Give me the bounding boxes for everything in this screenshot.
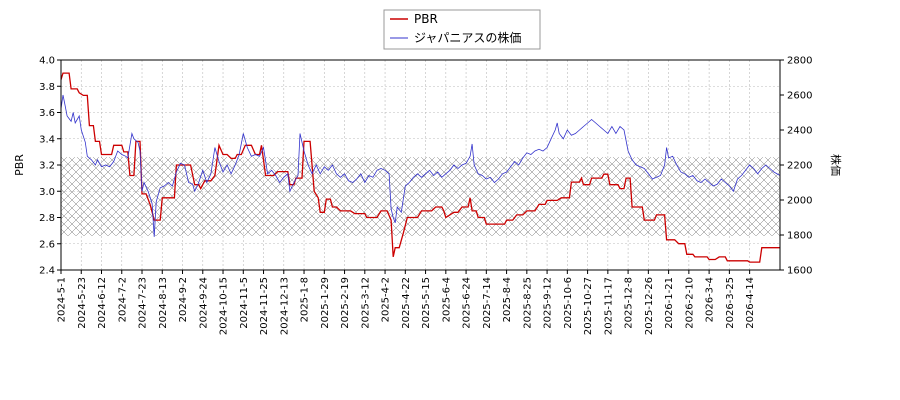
legend-label-stock-price: ジャパニアスの株価 [414,30,521,45]
x-tick-label: 2025-3-12 [360,277,371,329]
x-tick-label: 2025-10-6 [563,277,574,329]
right-tick-label: 1600 [787,266,812,277]
left-tick-label: 3.2 [39,161,55,172]
x-tick-label: 2024-9-2 [178,277,189,322]
x-tick-label: 2025-12-8 [624,277,635,329]
legend: PBR ジャパニアスの株価 [383,9,541,50]
left-tick-label: 2.4 [39,266,55,277]
left-tick-label: 3.0 [39,187,55,198]
right-tick-label: 1800 [787,231,812,242]
left-tick-label: 4.0 [39,56,55,67]
x-tick-label: 2024-5-1 [57,277,68,322]
left-tick-label: 3.4 [39,134,55,145]
x-tick-label: 2026-4-14 [745,277,756,329]
x-tick-label: 2024-12-13 [279,277,290,335]
valuation-band [61,157,780,236]
right-tick-label: 2400 [787,126,812,137]
y-axis-label-right: 株価 [829,154,843,176]
x-tick-label: 2024-7-23 [138,277,149,329]
left-axis-ticks: 2.4 2.6 2.8 3.0 3.2 3.4 3.6 3.8 4.0 [39,56,61,277]
y-axis-label-left: PBR [13,154,26,176]
x-tick-label: 2025-1-8 [300,277,311,322]
legend-label-pbr: PBR [414,12,438,26]
right-axis-ticks: 1600 1800 2000 2200 2400 2600 2800 [780,56,812,277]
left-tick-label: 3.6 [39,108,55,119]
series-layer [61,72,780,263]
legend-box [383,9,541,50]
left-tick-label: 2.8 [39,213,55,224]
x-tick-label: 2025-8-25 [522,277,533,329]
x-tick-label: 2024-11-5 [239,277,250,329]
x-tick-label: 2024-11-25 [259,277,270,335]
x-tick-label: 2026-2-10 [684,277,695,329]
x-tick-label: 2025-9-12 [543,277,554,329]
x-tick-label: 2025-6-4 [441,277,452,322]
right-tick-label: 2600 [787,91,812,102]
x-tick-label: 2024-6-12 [97,277,108,329]
x-tick-label: 2024-7-2 [117,277,128,322]
x-tick-label: 2025-4-2 [381,277,392,322]
x-tick-label: 2024-8-13 [158,277,169,329]
x-tick-label: 2024-9-24 [198,277,209,329]
x-tick-label: 2026-1-21 [664,277,675,329]
right-tick-label: 2800 [787,56,812,67]
x-tick-label: 2025-2-19 [340,277,351,329]
left-tick-label: 2.6 [39,239,55,250]
band [61,157,780,236]
series-line-0 [61,72,780,263]
right-tick-label: 2200 [787,161,812,172]
x-tick-label: 2025-8-4 [502,277,513,322]
x-tick-label: 2025-5-15 [421,277,432,329]
right-tick-label: 2000 [787,196,812,207]
x-axis-ticks: 2024-5-1 2024-5-23 2024-6-12 2024-7-2 2024-7… [57,270,756,335]
x-tick-label: 2024-10-15 [219,277,230,335]
x-tick-label: 2025-6-24 [462,277,473,329]
series-line-1 [61,94,780,237]
x-tick-label: 2024-5-23 [77,277,88,329]
x-tick-label: 2026-3-4 [705,277,716,322]
x-tick-label: 2025-7-14 [482,277,493,329]
left-tick-label: 3.8 [39,82,55,93]
x-tick-label: 2025-10-27 [583,277,594,335]
x-tick-label: 2025-1-29 [320,277,331,329]
x-tick-label: 2025-11-17 [603,277,614,335]
x-tick-label: 2025-4-22 [401,277,412,329]
x-tick-label: 2025-12-26 [644,277,655,335]
x-tick-label: 2026-3-25 [725,277,736,329]
